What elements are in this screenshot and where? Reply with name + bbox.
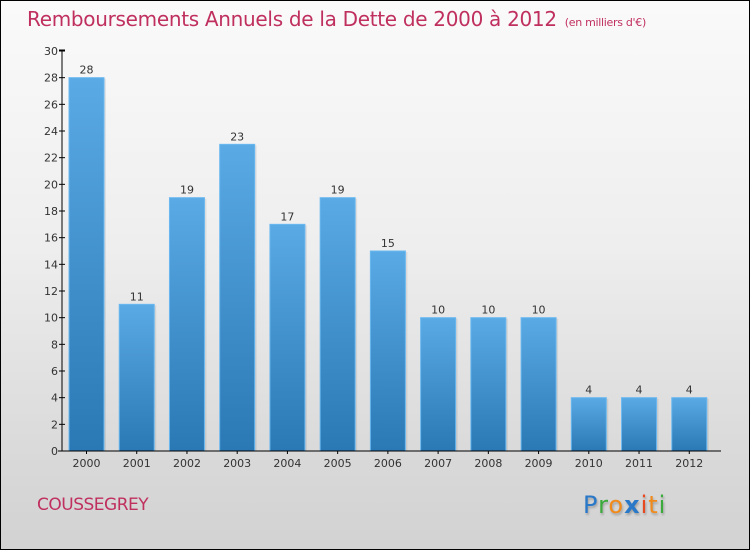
axes-group: 2000 2001 2002 2003 2004 2005 2006 2007 2008 2009… — [44, 45, 721, 470]
value-label-2004: 17 — [280, 210, 294, 223]
x-tick-label-2010: 2010 — [575, 457, 603, 470]
logo-letter: t — [648, 491, 659, 519]
logo-letter: i — [640, 491, 649, 519]
x-tick-label-2000: 2000 — [73, 457, 101, 470]
y-tick-label-10: 10 — [44, 312, 58, 325]
x-tick-label-2005: 2005 — [324, 457, 352, 470]
bar-2004 — [269, 223, 306, 452]
y-tick-label-16: 16 — [44, 232, 58, 245]
chart-title-text: Remboursements Annuels de la Dette de 20… — [27, 7, 557, 31]
y-tick-label-12: 12 — [44, 285, 58, 298]
x-tick-label-2007: 2007 — [424, 457, 452, 470]
logo-letter: x — [624, 491, 641, 519]
y-tick-label-18: 18 — [44, 205, 58, 218]
y-tick-label-4: 4 — [51, 392, 58, 405]
chart-title: Remboursements Annuels de la Dette de 20… — [27, 7, 646, 31]
value-label-2001: 11 — [130, 290, 144, 303]
x-tick-label-2004: 2004 — [273, 457, 301, 470]
x-tick-label-2008: 2008 — [474, 457, 502, 470]
bar-2006 — [369, 250, 406, 452]
value-label-2010: 4 — [585, 384, 592, 397]
x-tick-label-2011: 2011 — [625, 457, 653, 470]
bar-2001 — [118, 303, 155, 452]
logo-letter: r — [598, 491, 609, 519]
y-tick-label-8: 8 — [51, 338, 58, 351]
bar-2007 — [420, 317, 457, 452]
y-tick-label-30: 30 — [44, 45, 58, 58]
y-tick-label-22: 22 — [44, 152, 58, 165]
x-tick-label-2002: 2002 — [173, 457, 201, 470]
logo-letter: i — [658, 491, 667, 519]
y-tick-label-2: 2 — [51, 418, 58, 431]
logo-letter: P — [583, 491, 599, 519]
y-tick-label-14: 14 — [44, 258, 58, 271]
value-label-2006: 15 — [381, 237, 395, 250]
x-tick-label-2001: 2001 — [123, 457, 151, 470]
proxiti-logo: Proxiti — [583, 491, 666, 519]
bar-2005 — [319, 197, 356, 452]
x-tick-label-2003: 2003 — [223, 457, 251, 470]
value-label-2012: 4 — [686, 384, 693, 397]
value-label-2011: 4 — [636, 384, 643, 397]
bar-2009 — [520, 317, 557, 452]
value-label-2005: 19 — [331, 184, 345, 197]
logo-letter: o — [608, 491, 625, 519]
value-label-2008: 10 — [481, 304, 495, 317]
bar-2010 — [570, 397, 607, 452]
y-tick-label-26: 26 — [44, 98, 58, 111]
value-label-2009: 10 — [532, 304, 546, 317]
y-tick-label-0: 0 — [51, 445, 58, 458]
value-label-2007: 10 — [431, 304, 445, 317]
bar-2000 — [68, 77, 105, 452]
value-label-2003: 23 — [230, 130, 244, 143]
x-tick-label-2006: 2006 — [374, 457, 402, 470]
x-tick-label-2009: 2009 — [525, 457, 553, 470]
y-tick-label-28: 28 — [44, 72, 58, 85]
bars-group: 28 11 19 23 17 19 15 10 10 10 4 4 4 — [68, 64, 709, 452]
y-tick-label-24: 24 — [44, 125, 58, 138]
commune-name: COUSSEGREY — [37, 495, 149, 515]
value-label-2000: 28 — [80, 64, 94, 77]
y-tick-label-20: 20 — [44, 178, 58, 191]
x-tick-label-2012: 2012 — [675, 457, 703, 470]
bar-2012 — [671, 397, 708, 452]
chart-subtitle: (en milliers d'€) — [564, 16, 646, 29]
bar-2008 — [470, 317, 507, 452]
value-label-2002: 19 — [180, 184, 194, 197]
bar-2011 — [621, 397, 658, 452]
bar-2003 — [219, 143, 256, 452]
y-tick-label-6: 6 — [51, 365, 58, 378]
bar-2002 — [168, 197, 205, 452]
